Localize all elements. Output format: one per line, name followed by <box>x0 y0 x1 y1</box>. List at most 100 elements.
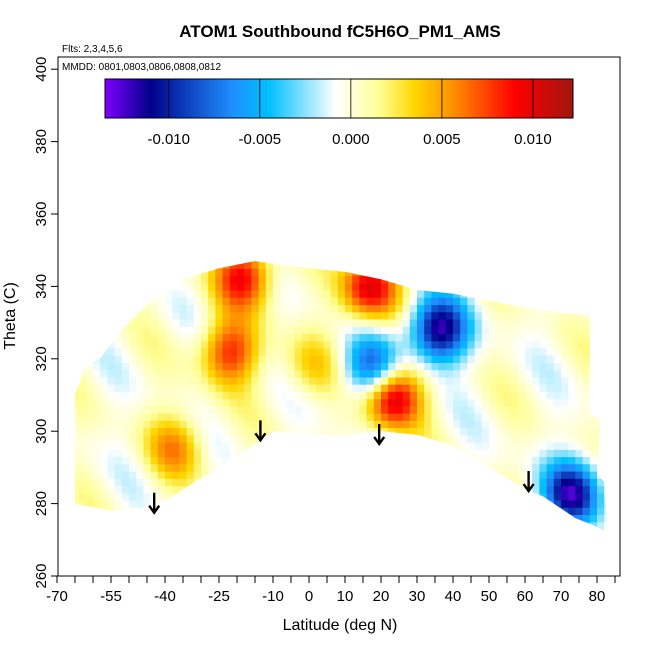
field-cell <box>553 478 562 487</box>
field-cell <box>481 391 490 400</box>
field-cell <box>417 290 425 298</box>
field-cell <box>409 398 418 407</box>
colorbar-segment <box>351 79 354 118</box>
field-cell <box>417 340 425 349</box>
field-cell <box>294 326 303 334</box>
field-cell <box>489 326 497 334</box>
y-tick-label: 380 <box>33 129 50 154</box>
field-cell <box>309 369 317 378</box>
field-cell <box>294 340 303 349</box>
field-cell <box>121 333 130 342</box>
field-cell <box>186 442 195 450</box>
field-cell <box>244 420 252 429</box>
field-cell <box>561 463 569 472</box>
field-cell <box>78 463 87 472</box>
field-cell <box>273 268 281 277</box>
field-cell <box>316 319 324 327</box>
field-cell <box>85 420 94 429</box>
field-cell <box>525 340 533 349</box>
field-cell <box>244 405 252 414</box>
field-cell <box>525 384 533 392</box>
field-cell <box>265 304 274 313</box>
field-cell <box>510 456 519 465</box>
field-cell <box>503 427 512 436</box>
field-cell <box>417 326 425 334</box>
field-cell <box>193 347 202 356</box>
colorbar-segment <box>161 79 164 118</box>
field-cell <box>287 319 296 327</box>
field-cell <box>424 398 432 407</box>
field-cell <box>258 427 267 436</box>
field-cell <box>179 384 188 392</box>
field-cell <box>352 347 360 356</box>
colorbar-segment <box>395 79 398 118</box>
field-cell <box>510 463 519 472</box>
field-cell <box>316 384 324 392</box>
field-cell <box>373 413 382 421</box>
field-cell <box>561 485 569 494</box>
field-cell <box>75 478 80 487</box>
field-cell <box>107 434 116 443</box>
field-cell <box>244 369 252 378</box>
field-cell <box>273 413 281 421</box>
field-cell <box>345 369 353 378</box>
field-cell <box>273 311 281 320</box>
field-cell <box>157 319 166 327</box>
field-cell <box>201 369 209 378</box>
field-cell <box>316 362 324 371</box>
field-cell <box>273 326 281 334</box>
field-cell <box>208 311 216 320</box>
colorbar-segment <box>499 79 502 118</box>
field-cell <box>553 427 562 436</box>
field-cell <box>251 326 260 334</box>
field-cell <box>208 347 216 356</box>
field-cell <box>309 347 317 356</box>
field-cell <box>503 333 512 342</box>
field-cell <box>503 369 512 378</box>
field-cell <box>179 471 188 479</box>
field-cell <box>575 362 584 371</box>
field-cell <box>121 427 130 436</box>
field-cell <box>208 275 216 284</box>
field-cell <box>582 427 591 436</box>
field-cell <box>301 369 310 378</box>
field-cell <box>78 442 87 450</box>
field-cell <box>553 333 562 342</box>
field-cell <box>460 405 468 414</box>
colorbar-segment <box>223 79 226 118</box>
field-cell <box>359 326 368 334</box>
field-cell <box>114 471 123 479</box>
field-cell <box>561 456 569 465</box>
field-cell <box>107 442 116 450</box>
field-cell <box>179 413 188 421</box>
field-cell <box>438 319 447 327</box>
colorbar-segment <box>431 79 434 118</box>
field-cell <box>445 384 454 392</box>
colorbar-segment <box>227 79 230 118</box>
field-cell <box>582 347 591 356</box>
field-cell <box>208 405 216 414</box>
field-cell <box>193 326 202 334</box>
field-cell <box>546 427 555 436</box>
x-tick-label: 10 <box>337 588 354 605</box>
colorbar-segment <box>239 79 242 118</box>
colorbar-segment <box>477 79 480 118</box>
field-cell <box>373 333 382 342</box>
field-cell <box>474 376 483 385</box>
field-cell <box>129 413 137 421</box>
colorbar-segment <box>109 79 112 118</box>
field-cell <box>561 326 569 334</box>
colorbar-segment <box>277 79 280 118</box>
field-cell <box>546 376 555 385</box>
field-cell <box>453 434 461 443</box>
dates-annotation: MMDD: 0801,0803,0806,0808,0812 <box>62 62 221 73</box>
field-cell <box>546 369 555 378</box>
field-cell <box>287 391 296 400</box>
field-cell <box>337 355 346 363</box>
colorbar-segment <box>411 79 414 118</box>
field-cell <box>445 297 454 306</box>
field-cell <box>445 347 454 356</box>
field-cell <box>510 478 519 487</box>
field-cell <box>474 347 483 356</box>
